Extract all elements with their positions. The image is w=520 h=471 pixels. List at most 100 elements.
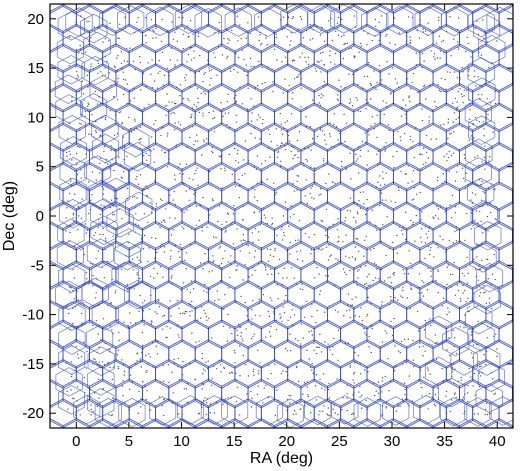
source-point: [399, 351, 401, 354]
source-point: [178, 307, 180, 310]
source-point: [423, 85, 425, 88]
source-point: [474, 193, 477, 196]
source-point: [271, 299, 273, 301]
overlap-field-hexagon: [56, 35, 84, 65]
field-hexagon: [366, 4, 394, 34]
field-hexagon: [419, 201, 447, 231]
overlap-field-hexagon: [149, 396, 177, 426]
source-point: [452, 273, 454, 276]
source-point: [347, 293, 350, 295]
source-point: [223, 37, 225, 40]
source-point: [435, 280, 437, 282]
source-point: [75, 345, 78, 348]
source-point: [244, 140, 247, 142]
source-point: [481, 161, 483, 163]
source-point: [254, 228, 257, 230]
source-point: [264, 82, 266, 84]
source-point: [206, 319, 208, 321]
source-point: [234, 185, 237, 188]
source-point: [297, 175, 300, 177]
source-point: [289, 350, 292, 352]
source-point: [311, 369, 313, 371]
source-point: [102, 41, 104, 43]
source-point: [429, 373, 431, 375]
field-hexagon: [89, 418, 117, 428]
source-point: [170, 277, 173, 279]
source-point: [227, 93, 229, 96]
source-point: [211, 198, 214, 200]
source-point: [407, 273, 410, 275]
source-point: [353, 216, 355, 219]
source-point: [259, 116, 261, 119]
source-point: [123, 321, 125, 323]
source-point: [82, 93, 85, 95]
source-point: [250, 337, 253, 340]
source-point: [378, 39, 380, 42]
source-point: [464, 180, 466, 182]
source-point: [482, 232, 484, 234]
source-point: [321, 130, 324, 132]
source-point: [382, 177, 384, 180]
source-point: [434, 334, 436, 336]
source-point: [354, 257, 357, 260]
source-point: [169, 327, 171, 329]
source-point: [149, 356, 151, 358]
source-point: [240, 326, 242, 328]
source-point: [262, 402, 264, 404]
source-point: [118, 37, 120, 39]
source-point: [398, 350, 400, 352]
source-point: [252, 371, 254, 373]
source-point: [444, 211, 446, 213]
source-point: [293, 59, 296, 62]
source-point: [96, 405, 99, 407]
overlap-field-hexagon: [54, 74, 82, 104]
source-point: [91, 114, 93, 116]
source-point: [195, 224, 197, 227]
source-point: [227, 213, 230, 215]
source-point: [374, 394, 376, 397]
source-point: [291, 92, 294, 94]
source-points-layer: [65, 15, 498, 417]
source-point: [425, 233, 427, 235]
field-hexagon: [181, 319, 209, 350]
source-point: [462, 292, 464, 294]
source-point: [325, 208, 328, 211]
source-point: [269, 248, 272, 251]
field-hexagon: [89, 63, 117, 93]
source-point: [301, 52, 303, 54]
source-point: [229, 327, 231, 329]
source-point: [300, 343, 302, 345]
source-point: [384, 375, 386, 378]
source-point: [349, 152, 351, 154]
source-point: [220, 371, 222, 373]
field-hexagon: [445, 161, 474, 192]
source-point: [242, 234, 244, 236]
source-point: [237, 40, 239, 42]
source-point: [489, 156, 491, 158]
source-point: [448, 170, 450, 172]
source-point: [193, 104, 195, 106]
source-point: [151, 136, 153, 138]
source-point: [76, 74, 79, 77]
source-point: [456, 101, 458, 103]
source-point: [329, 122, 331, 124]
source-point: [159, 266, 162, 268]
source-point: [172, 229, 174, 231]
source-point: [318, 194, 320, 196]
source-point: [345, 273, 347, 275]
source-point: [111, 378, 114, 381]
source-point: [152, 37, 154, 39]
source-point: [235, 53, 237, 55]
source-point: [463, 154, 465, 156]
field-hexagon: [313, 82, 342, 113]
source-point: [438, 16, 440, 18]
source-point: [92, 325, 94, 327]
field-hexagon: [128, 4, 157, 34]
source-point: [224, 112, 227, 114]
source-point: [324, 139, 326, 142]
source-point: [405, 113, 407, 116]
source-point: [68, 192, 71, 195]
source-point: [330, 254, 332, 256]
y-tick-label: 10: [27, 109, 44, 126]
source-point: [153, 148, 155, 150]
